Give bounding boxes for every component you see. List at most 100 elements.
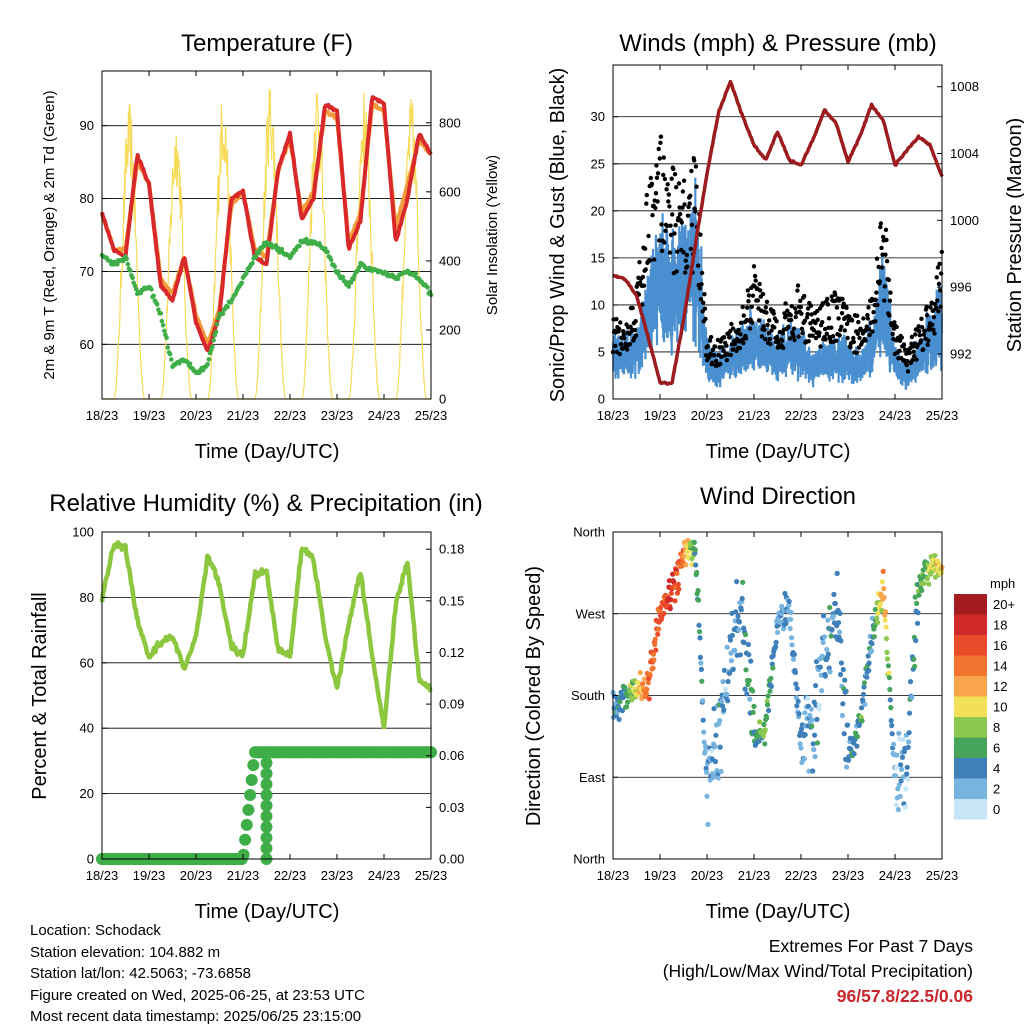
precip-point: [260, 767, 273, 780]
winds-xtick-label: 22/23: [785, 408, 818, 423]
dewpoint-point: [304, 236, 309, 242]
gust-point: [750, 293, 756, 298]
winds-y2tick-label: 996: [950, 280, 972, 295]
gust-point: [817, 330, 822, 335]
gust-point: [622, 336, 627, 341]
direction-point: [812, 754, 818, 760]
gust-point: [837, 333, 842, 338]
direction-point: [766, 707, 772, 714]
precip-point: [247, 759, 260, 772]
direction-point: [670, 571, 676, 577]
gust-point: [684, 252, 690, 258]
gust-point: [919, 316, 924, 321]
gust-point: [753, 278, 758, 283]
direction-point: [692, 547, 698, 553]
direction-point: [866, 660, 872, 666]
gust-point: [836, 316, 841, 321]
direction-point: [913, 637, 919, 644]
precip-point: [260, 746, 273, 759]
direction-point: [914, 600, 920, 607]
gust-point: [901, 342, 907, 347]
temperature-y2tick-label: 800: [439, 115, 461, 130]
gust-point: [729, 321, 734, 327]
gust-point: [767, 336, 772, 342]
direction-point: [637, 670, 643, 676]
temperature-ytick-label: 80: [80, 191, 94, 206]
gust-point: [669, 176, 674, 181]
gust-point: [674, 185, 679, 190]
direction-point: [915, 620, 921, 626]
gust-point: [643, 267, 648, 272]
temperature-y2tick-label: 400: [439, 253, 461, 268]
direction-point: [805, 695, 811, 702]
gust-point: [764, 299, 770, 304]
gust-point: [644, 192, 649, 198]
gust-point: [823, 337, 828, 342]
station-info: Location: Schodack Station elevation: 10…: [30, 920, 365, 1028]
precip-point: [242, 803, 255, 816]
direction-point: [762, 727, 768, 733]
gust-point: [637, 260, 642, 265]
gust-point: [829, 325, 834, 330]
dewpoint-point: [332, 264, 338, 269]
direction-point: [851, 751, 857, 757]
gust-point: [834, 338, 839, 343]
gust-point: [646, 233, 651, 239]
direction-point: [814, 740, 821, 746]
gust-point: [798, 298, 803, 304]
gust-point: [795, 283, 801, 288]
direction-point: [616, 716, 622, 723]
direction-point: [724, 644, 730, 650]
gust-point: [934, 305, 939, 311]
gust-point: [792, 337, 797, 343]
temperature-y2tick-label: 0: [439, 392, 446, 407]
gust-point: [658, 134, 664, 139]
colorbar-swatch: [954, 778, 987, 799]
direction-point: [812, 732, 818, 738]
direction-point: [666, 578, 673, 584]
gust-point: [703, 316, 708, 322]
gust-point: [649, 181, 655, 186]
direction-point: [760, 733, 767, 739]
gust-point: [741, 313, 746, 318]
gust-point: [800, 331, 805, 336]
direction-point: [865, 653, 871, 659]
gust-point: [805, 306, 811, 311]
gust-point: [749, 304, 754, 309]
precip-point: [260, 831, 273, 844]
winds-xtick-label: 19/23: [644, 408, 677, 423]
temperature-xtick-label: 24/23: [368, 408, 401, 423]
direction-point: [794, 685, 800, 692]
dewpoint-point: [225, 304, 230, 310]
gust-point: [894, 324, 899, 330]
direction-point: [875, 610, 881, 616]
precip-point: [239, 833, 252, 846]
gust-point: [661, 155, 666, 160]
direction-point: [864, 674, 870, 680]
direction-point: [641, 676, 648, 682]
direction-point: [701, 739, 707, 745]
dewpoint-point: [220, 311, 226, 316]
gust-point: [654, 163, 659, 168]
direction-point: [899, 766, 905, 773]
direction-point: [935, 558, 941, 564]
gust-point: [720, 345, 725, 350]
gust-point: [865, 316, 871, 321]
gust-point: [845, 335, 850, 341]
gust-point: [881, 234, 886, 240]
gust-point: [783, 301, 788, 306]
direction-point: [712, 758, 719, 765]
dewpoint-points: [99, 236, 434, 376]
humidity-ytick-label: 20: [80, 786, 94, 801]
direction-point: [903, 786, 909, 792]
gust-point: [728, 352, 734, 358]
gust-point: [724, 358, 730, 363]
gust-point: [763, 305, 768, 310]
winds-ytick-label: 15: [591, 250, 605, 265]
gust-point: [874, 256, 880, 261]
temperature-panel: Temperature (F) 60 70 80 90 0 200 400 600 800 18/…: [41, 30, 501, 463]
gust-point: [928, 305, 933, 310]
direction-point: [710, 774, 716, 781]
gust-point: [849, 318, 855, 323]
gust-point: [751, 264, 757, 269]
